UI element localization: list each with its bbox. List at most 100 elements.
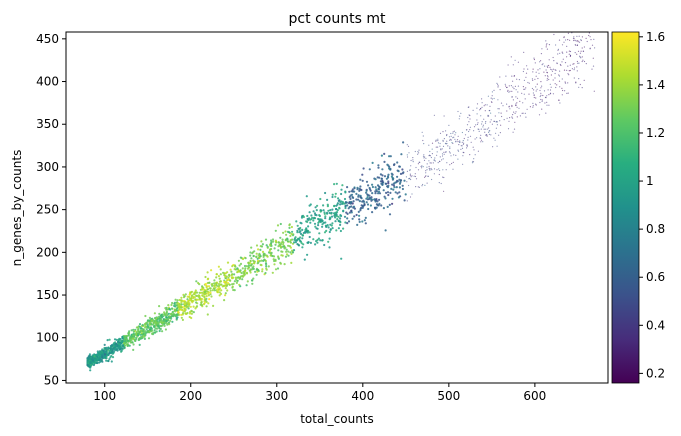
data-point [281, 238, 284, 241]
data-point [541, 48, 543, 50]
data-point [551, 70, 554, 72]
data-point [117, 342, 120, 345]
data-point [450, 135, 452, 137]
data-point [533, 58, 536, 61]
data-point [422, 183, 424, 186]
data-point [533, 57, 535, 59]
data-point [339, 214, 342, 217]
data-point [436, 151, 438, 153]
data-point [283, 263, 286, 266]
data-point [539, 89, 541, 92]
data-point [185, 301, 188, 304]
data-point [430, 162, 432, 164]
data-point [532, 68, 534, 70]
data-point [446, 140, 448, 142]
data-point [346, 222, 349, 225]
data-point [319, 209, 322, 212]
data-point [174, 310, 177, 313]
data-point [399, 195, 402, 198]
data-point [445, 143, 447, 145]
data-point [491, 101, 493, 103]
data-point [91, 359, 94, 362]
data-point [363, 219, 366, 222]
data-point [401, 168, 404, 171]
data-point [176, 316, 179, 319]
data-point [423, 157, 425, 159]
data-point [481, 98, 483, 100]
data-point [284, 230, 287, 233]
data-point [461, 145, 463, 147]
data-point [371, 161, 374, 164]
data-point [489, 121, 491, 123]
data-point [292, 249, 296, 252]
data-point [262, 252, 265, 255]
data-point [412, 157, 414, 159]
data-point [577, 25, 578, 26]
data-point [426, 182, 428, 184]
data-point [558, 39, 561, 41]
data-point [531, 78, 534, 80]
data-point [107, 349, 110, 352]
data-point [91, 356, 94, 359]
data-point [389, 155, 392, 158]
data-point [433, 114, 435, 116]
data-point [356, 223, 359, 226]
data-point [557, 48, 560, 51]
data-point [422, 166, 424, 168]
data-point [573, 67, 576, 69]
data-point [540, 60, 542, 62]
data-point [556, 84, 558, 86]
data-point [458, 118, 460, 120]
data-point [97, 353, 100, 357]
data-point [253, 250, 256, 253]
data-point [399, 179, 402, 182]
data-point [409, 173, 411, 175]
y-tick-label: 300 [36, 160, 59, 174]
data-point [176, 313, 179, 316]
data-point [107, 346, 110, 349]
data-point [274, 268, 278, 271]
data-point [162, 320, 165, 323]
data-point [542, 94, 544, 97]
data-point [509, 108, 511, 110]
data-point [548, 78, 550, 81]
data-point [176, 299, 179, 302]
data-point [178, 306, 181, 309]
data-point [532, 92, 535, 94]
data-point [431, 178, 433, 181]
data-point [430, 156, 432, 159]
data-point [314, 206, 317, 209]
data-point [361, 179, 364, 182]
data-point [144, 322, 147, 325]
data-point [93, 353, 96, 356]
data-point [150, 323, 154, 326]
data-point [398, 165, 401, 168]
data-point [589, 47, 591, 49]
data-point [591, 44, 594, 46]
data-point [108, 358, 111, 361]
data-point [178, 304, 181, 307]
data-point [580, 57, 582, 59]
data-point [406, 170, 408, 172]
data-point [435, 146, 437, 148]
data-point [522, 70, 525, 73]
data-point [217, 282, 221, 286]
data-point [132, 343, 135, 346]
data-point [213, 279, 216, 282]
data-point [190, 290, 194, 293]
data-point [252, 277, 255, 280]
data-point [285, 250, 288, 253]
data-point [230, 270, 233, 273]
data-point [306, 214, 309, 218]
data-point [135, 330, 138, 334]
data-point [314, 225, 317, 228]
data-point [466, 129, 468, 131]
data-point [522, 112, 524, 114]
data-point [240, 271, 243, 275]
data-point [270, 244, 273, 247]
data-point [490, 119, 492, 121]
data-point [592, 65, 595, 67]
data-point [312, 238, 315, 241]
data-point [532, 105, 534, 107]
data-point [131, 337, 134, 340]
